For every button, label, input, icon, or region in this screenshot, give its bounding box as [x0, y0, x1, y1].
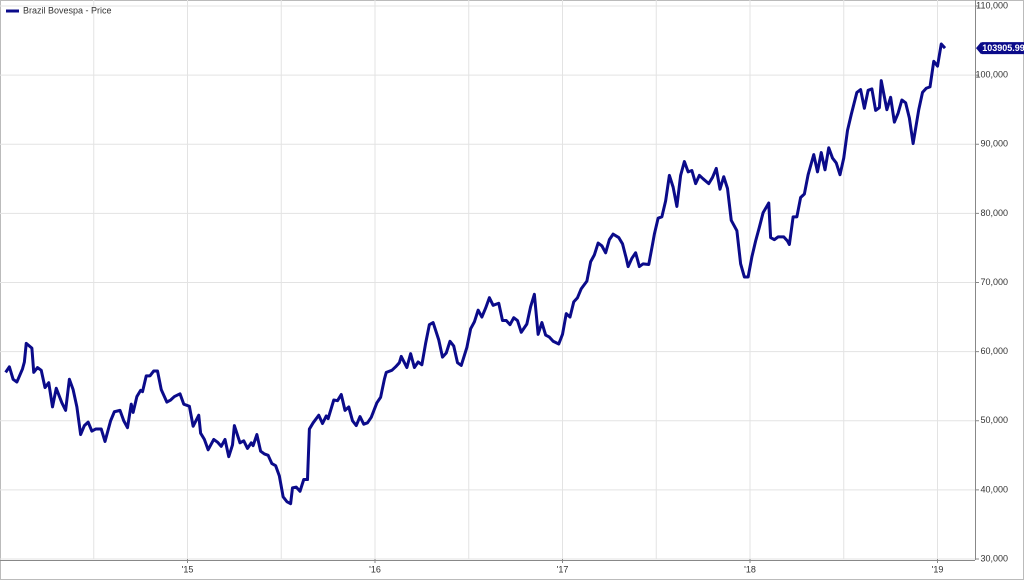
last-value-label: 103905.99: [982, 43, 1024, 53]
y-tick-label: 50,000: [980, 415, 1008, 425]
grid: [0, 0, 975, 560]
y-tick-label: 100,000: [975, 70, 1008, 80]
y-tick-label: 60,000: [980, 346, 1008, 356]
price-line: [4, 42, 947, 506]
y-tick-label: 40,000: [980, 484, 1008, 494]
x-tick-label: '15: [182, 564, 194, 574]
x-tick-label: '18: [744, 564, 756, 574]
y-tick-label: 30,000: [980, 553, 1008, 563]
legend-label: Brazil Bovespa - Price: [23, 5, 112, 15]
x-tick-label: '19: [932, 564, 944, 574]
x-tick-label: '16: [369, 564, 381, 574]
x-tick-label: '17: [557, 564, 569, 574]
y-tick-label: 110,000: [976, 0, 1008, 10]
last-value-badge: [981, 42, 1024, 55]
y-tick-label: 90,000: [980, 139, 1008, 149]
y-tick-label: 80,000: [980, 208, 1008, 218]
y-tick-label: 70,000: [980, 277, 1008, 287]
last-value-arrow: [976, 42, 981, 55]
